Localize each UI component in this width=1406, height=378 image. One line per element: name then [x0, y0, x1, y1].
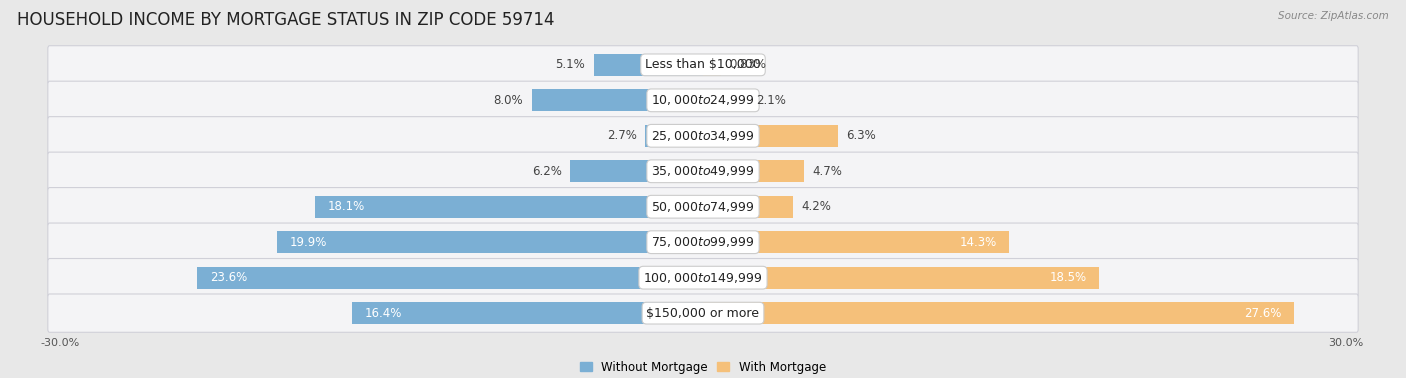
Text: $10,000 to $24,999: $10,000 to $24,999 [651, 93, 755, 107]
Text: $35,000 to $49,999: $35,000 to $49,999 [651, 164, 755, 178]
Bar [531, 89, 703, 112]
Text: HOUSEHOLD INCOME BY MORTGAGE STATUS IN ZIP CODE 59714: HOUSEHOLD INCOME BY MORTGAGE STATUS IN Z… [17, 11, 554, 29]
Text: $75,000 to $99,999: $75,000 to $99,999 [651, 235, 755, 249]
Text: 8.0%: 8.0% [494, 94, 523, 107]
Text: 4.2%: 4.2% [801, 200, 831, 213]
FancyBboxPatch shape [48, 152, 1358, 191]
Bar [703, 266, 1099, 289]
Legend: Without Mortgage, With Mortgage: Without Mortgage, With Mortgage [575, 356, 831, 378]
Text: 6.2%: 6.2% [531, 165, 561, 178]
FancyBboxPatch shape [48, 259, 1358, 297]
Bar [703, 302, 1295, 324]
Text: 23.6%: 23.6% [211, 271, 247, 284]
Bar [703, 125, 838, 147]
Text: $150,000 or more: $150,000 or more [647, 307, 759, 320]
Text: 2.7%: 2.7% [607, 129, 637, 142]
Bar [703, 54, 721, 76]
Text: $25,000 to $34,999: $25,000 to $34,999 [651, 129, 755, 143]
Bar [703, 89, 748, 112]
FancyBboxPatch shape [48, 46, 1358, 84]
Text: 18.1%: 18.1% [328, 200, 366, 213]
Bar [315, 196, 703, 218]
FancyBboxPatch shape [48, 187, 1358, 226]
Bar [645, 125, 703, 147]
Bar [703, 196, 793, 218]
Bar [571, 160, 703, 182]
FancyBboxPatch shape [48, 294, 1358, 332]
Bar [197, 266, 703, 289]
Text: 14.3%: 14.3% [959, 236, 997, 249]
Bar [352, 302, 703, 324]
Text: 5.1%: 5.1% [555, 58, 585, 71]
FancyBboxPatch shape [48, 117, 1358, 155]
Bar [703, 160, 804, 182]
Text: 27.6%: 27.6% [1244, 307, 1281, 320]
Text: 16.4%: 16.4% [364, 307, 402, 320]
Bar [277, 231, 703, 253]
FancyBboxPatch shape [48, 223, 1358, 261]
Bar [703, 231, 1010, 253]
Text: $50,000 to $74,999: $50,000 to $74,999 [651, 200, 755, 214]
Text: 4.7%: 4.7% [813, 165, 842, 178]
Bar [593, 54, 703, 76]
Text: 19.9%: 19.9% [290, 236, 326, 249]
FancyBboxPatch shape [48, 81, 1358, 119]
Text: 2.1%: 2.1% [756, 94, 786, 107]
Text: 6.3%: 6.3% [846, 129, 876, 142]
Text: 0.83%: 0.83% [730, 58, 766, 71]
Text: 18.5%: 18.5% [1049, 271, 1087, 284]
Text: Less than $10,000: Less than $10,000 [645, 58, 761, 71]
Text: $100,000 to $149,999: $100,000 to $149,999 [644, 271, 762, 285]
Text: Source: ZipAtlas.com: Source: ZipAtlas.com [1278, 11, 1389, 21]
